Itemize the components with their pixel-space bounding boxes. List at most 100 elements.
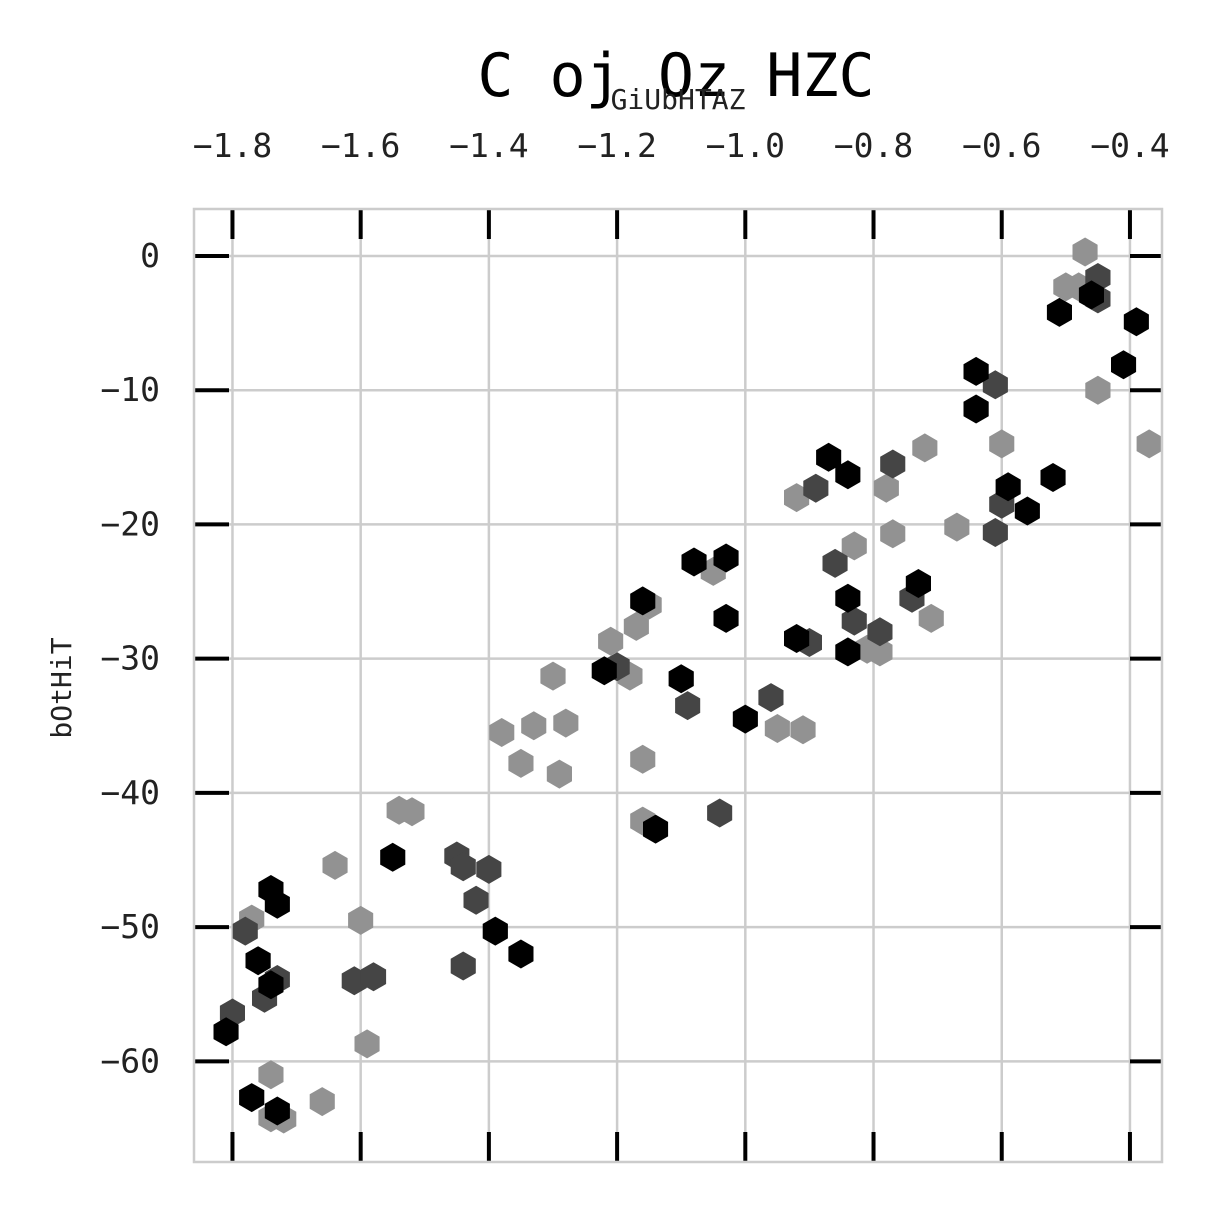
series-3 — [239, 237, 1162, 1134]
data-point — [963, 394, 989, 424]
data-point — [816, 442, 842, 472]
x-axis-label: GiUbHTAZ — [611, 83, 746, 116]
x-tick-labels: −1.8 −1.6 −1.4 −1.2 −1.0 −0.8 −0.6 −0.4 — [193, 126, 1170, 165]
data-point — [867, 617, 893, 647]
x-tick-label: −0.4 — [1090, 126, 1169, 165]
plot-frame — [192, 207, 1164, 1164]
data-point — [989, 429, 1015, 459]
data-point — [623, 611, 649, 641]
data-point — [591, 656, 617, 686]
data-point — [309, 1087, 335, 1117]
data-point — [463, 885, 489, 915]
data-point — [982, 518, 1008, 547]
y-tick-label: −50 — [100, 907, 160, 946]
x-tick-label: −0.8 — [834, 126, 913, 165]
data-point — [918, 603, 944, 633]
series-2 — [219, 263, 1111, 1028]
data-point — [668, 664, 694, 694]
data-point — [1040, 463, 1066, 492]
y-tick-label: −40 — [100, 773, 160, 812]
data-point — [880, 449, 906, 479]
data-point — [982, 370, 1008, 400]
data-point — [905, 569, 931, 598]
data-point — [963, 356, 989, 386]
data-point — [546, 759, 572, 789]
x-tick-label: −0.6 — [962, 126, 1041, 165]
data-point — [348, 905, 374, 935]
data-point — [521, 711, 547, 741]
data-point — [540, 661, 566, 691]
data-point — [835, 460, 861, 490]
data-point — [643, 814, 669, 844]
data-point — [489, 718, 515, 747]
data-point — [360, 962, 387, 992]
data-point — [476, 854, 502, 884]
data-point — [1046, 297, 1072, 327]
data-point — [790, 715, 816, 745]
data-point — [912, 433, 938, 463]
y-tick-label: −60 — [100, 1041, 160, 1080]
data-point — [1072, 237, 1098, 267]
data-point — [380, 842, 406, 872]
data-point — [873, 473, 899, 503]
data-point — [258, 970, 284, 1000]
data-points — [213, 237, 1162, 1134]
data-point — [822, 548, 848, 578]
data-point — [239, 1083, 265, 1113]
data-point — [450, 951, 476, 981]
data-point — [630, 744, 656, 774]
data-point — [713, 603, 739, 633]
series-1 — [213, 280, 1149, 1126]
data-point — [732, 704, 758, 734]
x-tick-label: −1.0 — [706, 126, 785, 165]
data-point — [1136, 429, 1162, 459]
data-point — [1123, 307, 1149, 337]
data-point — [245, 946, 271, 976]
data-point — [264, 1096, 290, 1126]
data-point — [784, 483, 810, 513]
y-tick-label: −30 — [100, 639, 160, 678]
data-point — [841, 606, 867, 636]
y-tick-label: −10 — [100, 370, 160, 409]
data-point — [482, 916, 508, 946]
data-point — [803, 473, 829, 503]
data-point — [713, 543, 739, 573]
y-axis-label: bOtHiT — [45, 637, 78, 738]
data-point — [232, 916, 258, 946]
data-point — [1014, 496, 1040, 526]
data-point — [707, 798, 733, 828]
data-point — [944, 512, 970, 542]
y-tick-labels: 0 −10 −20 −30 −40 −50 −60 — [100, 236, 160, 1080]
data-point — [258, 1060, 284, 1090]
data-point — [264, 889, 290, 919]
data-point — [598, 626, 624, 656]
data-point — [764, 714, 790, 743]
data-point — [784, 624, 810, 653]
data-point — [995, 472, 1021, 502]
data-point — [681, 547, 707, 577]
y-tick-label: −20 — [100, 504, 160, 543]
x-tick-label: −1.6 — [321, 126, 400, 165]
data-point — [1111, 350, 1137, 380]
data-point — [880, 519, 906, 549]
data-point — [835, 637, 861, 667]
x-tick-label: −1.8 — [193, 126, 272, 165]
tick-marks — [194, 209, 1162, 1162]
data-point — [1078, 280, 1104, 310]
data-point — [758, 683, 784, 713]
data-point — [675, 691, 701, 721]
data-point — [213, 1017, 239, 1047]
data-point — [630, 586, 656, 616]
data-point — [354, 1029, 380, 1059]
x-tick-label: −1.2 — [577, 126, 656, 165]
data-point — [553, 708, 579, 738]
data-point — [508, 939, 534, 969]
data-point — [867, 637, 893, 667]
data-point — [1085, 375, 1111, 405]
data-point — [835, 583, 861, 613]
data-point — [341, 966, 367, 996]
data-point — [450, 852, 476, 882]
data-point — [322, 850, 348, 880]
